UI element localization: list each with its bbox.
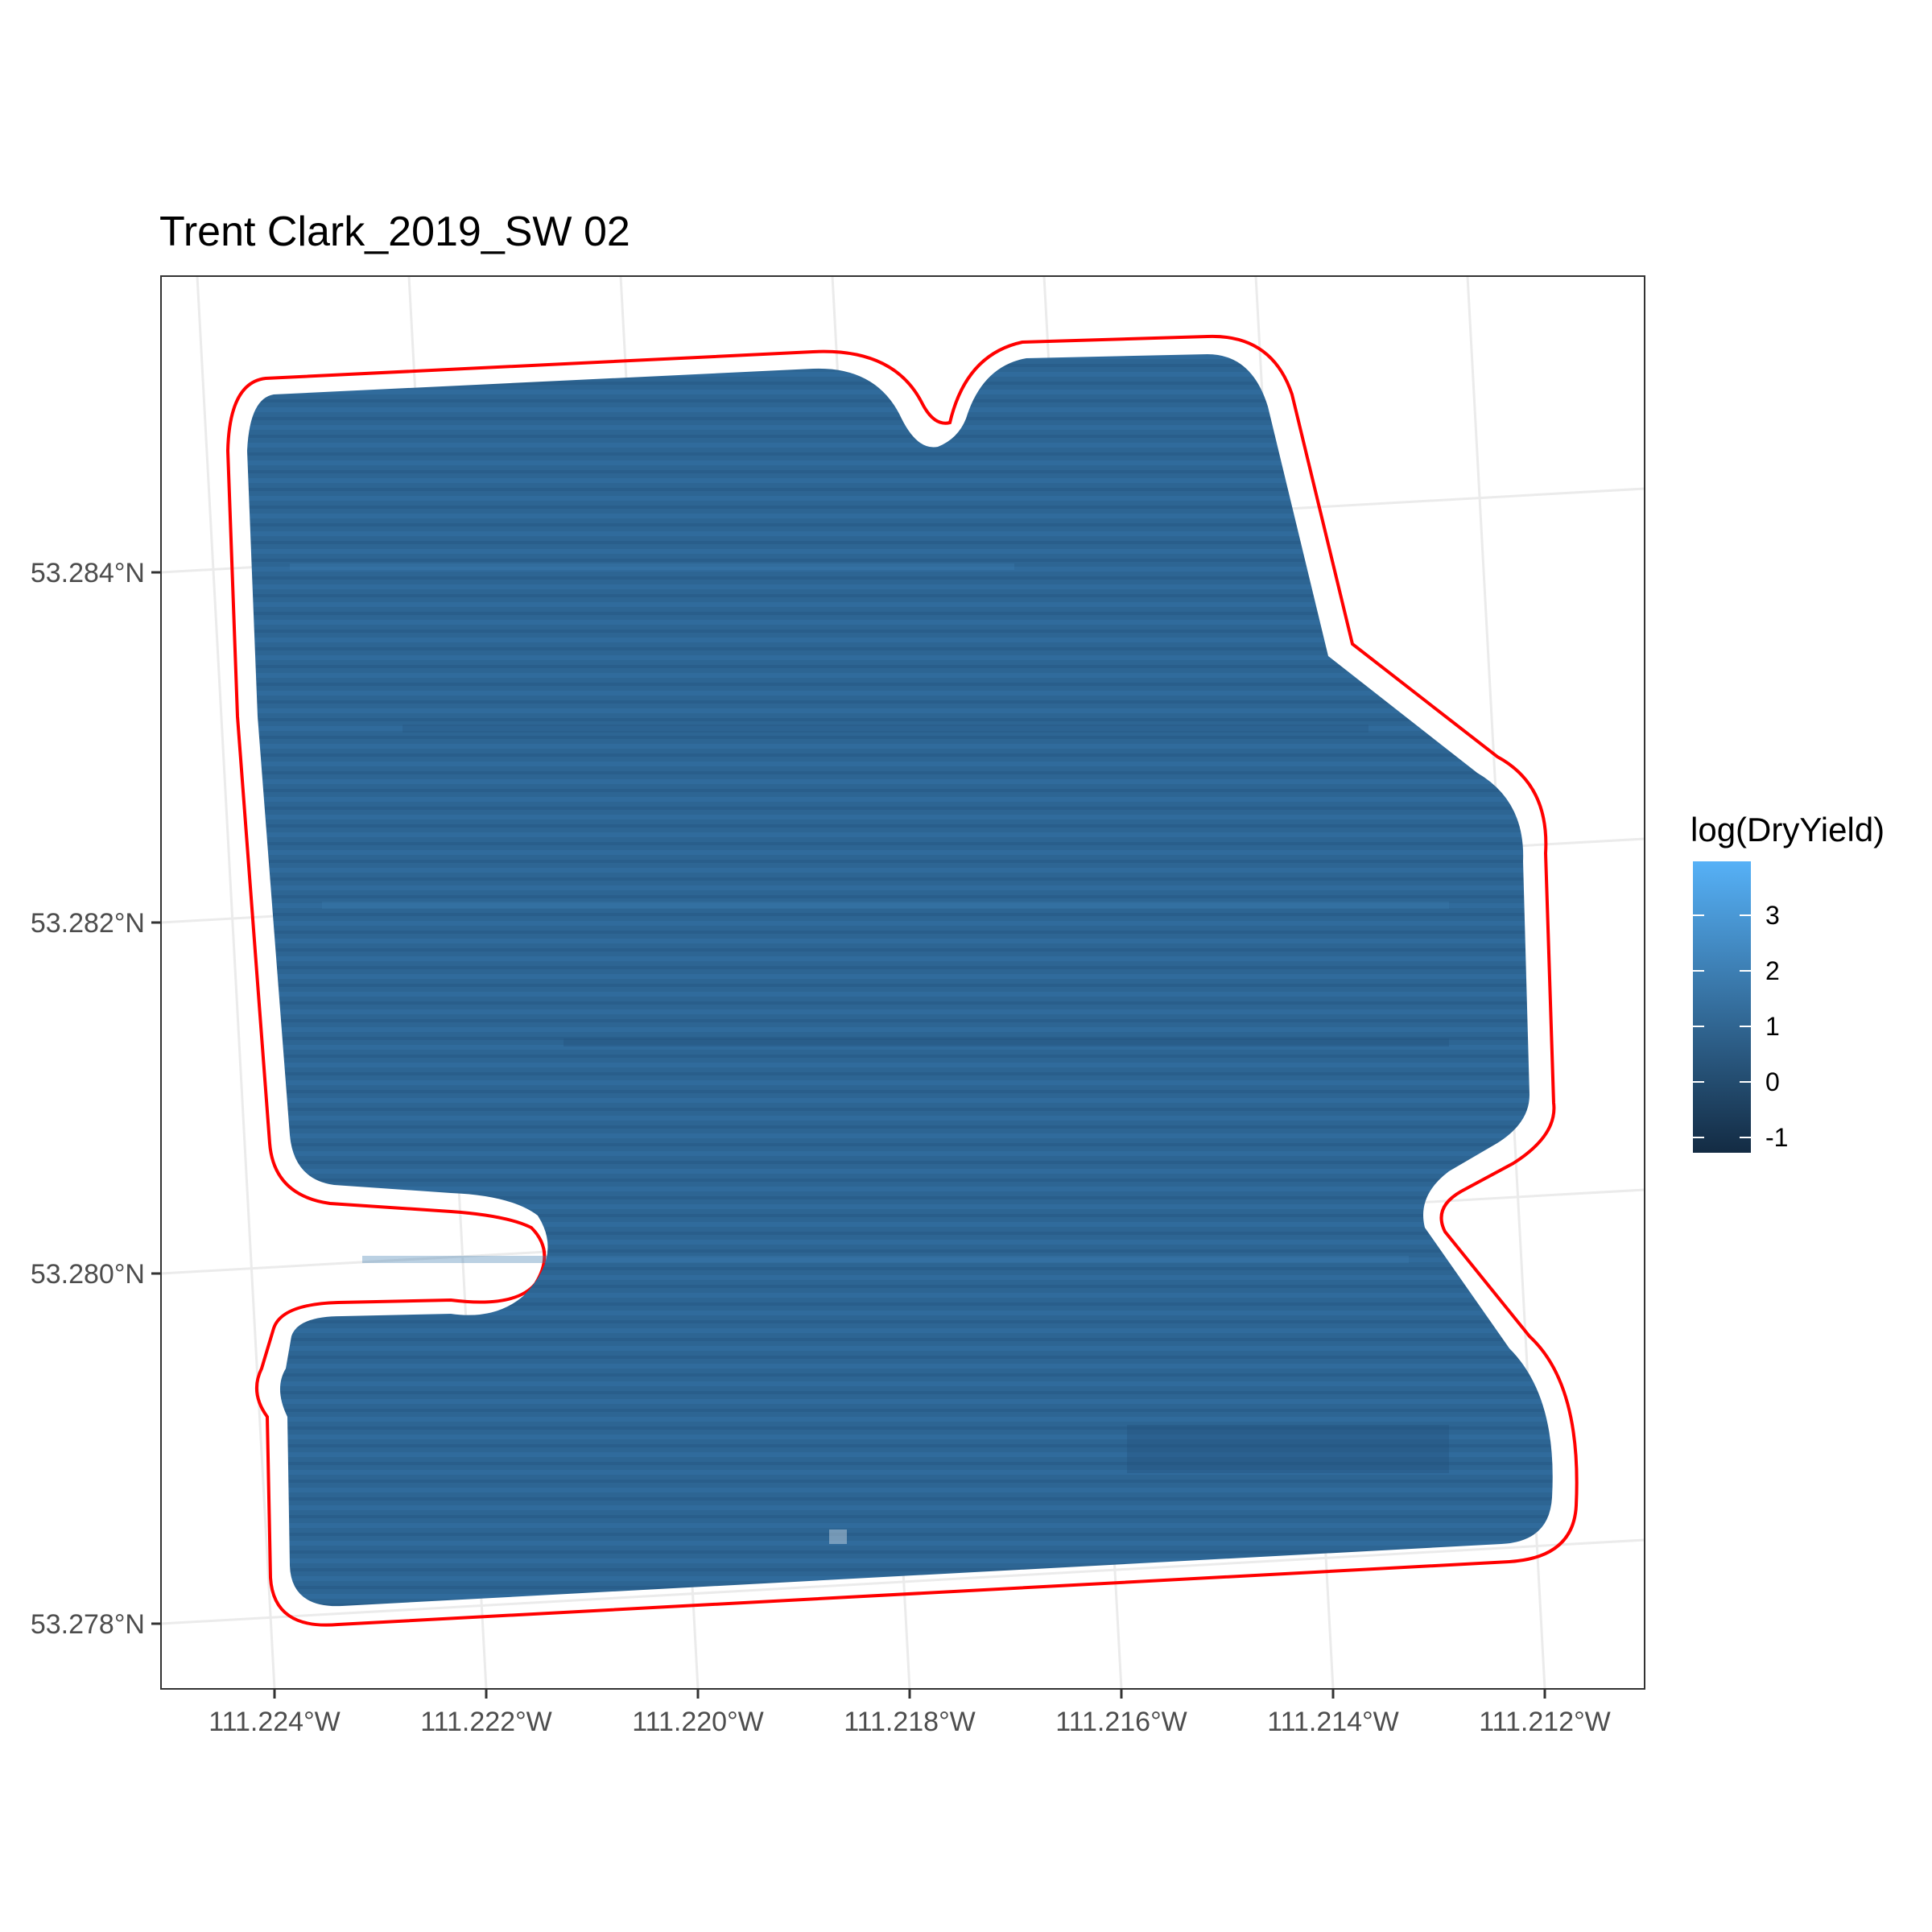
swath-strip: [1127, 1425, 1449, 1473]
x-tick-label: 111.214°W: [1267, 1707, 1399, 1737]
swath-strip: [402, 724, 1368, 733]
x-tick-label: 111.220°W: [632, 1707, 764, 1737]
meridian-line: [196, 275, 276, 1690]
legend-label: 2: [1765, 956, 1780, 985]
x-tick-label: 111.218°W: [844, 1707, 976, 1737]
y-tick-label: 53.278°N: [31, 1609, 145, 1640]
legend-label: 3: [1765, 901, 1780, 930]
swath-strip: [564, 1038, 1449, 1046]
parallel-line: [160, 1538, 1645, 1625]
map-title: Trent Clark_2019_SW 02: [159, 208, 630, 255]
y-axis: 53.284°N 53.282°N 53.280°N 53.278°N: [31, 558, 161, 1640]
legend-colorbar: [1693, 861, 1751, 1153]
field-boundary-buffer: [225, 334, 1579, 1627]
yield-swath-variations: [290, 564, 1449, 1544]
legend: log(DryYield) 3 2 1 0 -1: [1690, 811, 1885, 1153]
plot-panel-border: [160, 275, 1645, 1690]
x-tick-label: 111.216°W: [1055, 1707, 1187, 1737]
legend-title: log(DryYield): [1690, 811, 1885, 848]
x-tick-label: 111.222°W: [420, 1707, 552, 1737]
swath-strip: [290, 564, 1014, 570]
swath-strip: [829, 1530, 847, 1544]
x-axis: 111.224°W 111.222°W 111.220°W 111.218°W …: [208, 1689, 1611, 1737]
swath-strip: [322, 902, 1449, 909]
x-tick-label: 111.212°W: [1479, 1707, 1611, 1737]
legend-label: 1: [1765, 1012, 1780, 1041]
legend-label: -1: [1765, 1123, 1788, 1152]
y-tick-label: 53.284°N: [31, 558, 145, 588]
legend-label: 0: [1765, 1067, 1780, 1096]
x-tick-label: 111.224°W: [208, 1707, 341, 1737]
y-tick-label: 53.280°N: [31, 1259, 145, 1290]
legend-ticks: [1693, 914, 1751, 1138]
yield-field-area: [247, 354, 1553, 1607]
y-tick-label: 53.282°N: [31, 908, 145, 939]
swath-strip: [362, 1256, 1409, 1263]
